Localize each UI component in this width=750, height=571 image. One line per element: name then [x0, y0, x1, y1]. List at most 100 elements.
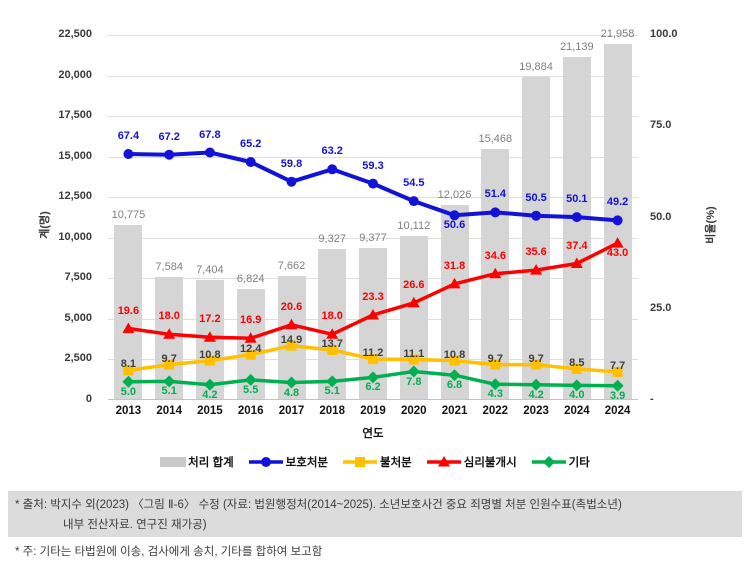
bar-value-label: 7,584 [155, 261, 183, 273]
marker-triangle [203, 331, 216, 342]
point-value-label: 16.9 [239, 314, 262, 327]
marker-triangle [448, 277, 461, 289]
x-axis-tick-label: 2017 [278, 405, 305, 417]
x-axis-tick-label: 2016 [237, 405, 264, 417]
x-axis-tick-label: 2014 [156, 405, 182, 417]
point-value-label: 5.0 [120, 385, 137, 398]
marker-diamond [326, 375, 339, 388]
gridline [108, 237, 638, 239]
marker-triangle [163, 328, 176, 339]
bar-value-label: 9,377 [359, 231, 387, 244]
marker-circle [531, 210, 542, 221]
point-value-label: 7.8 [406, 375, 422, 388]
point-value-label: 20.6 [280, 300, 303, 313]
point-value-label: 67.2 [158, 130, 180, 143]
point-value-label: 4.0 [569, 389, 585, 402]
marker-diamond [285, 376, 298, 389]
point-value-label: 18.0 [158, 310, 180, 323]
bar-value-label: 19,884 [519, 61, 553, 74]
right-axis-tick-label: - [650, 393, 654, 405]
point-value-label: 65.2 [239, 138, 262, 150]
marker-diamond [367, 371, 379, 384]
bar [318, 248, 347, 400]
x-axis-tick-label: 2019 [360, 405, 386, 417]
point-value-label: 10.8 [443, 348, 466, 361]
marker-diamond [448, 369, 461, 382]
point-value-label: 35.6 [525, 246, 547, 259]
point-value-label: 34.6 [484, 249, 506, 262]
marker-circle [490, 207, 501, 218]
point-value-label: 4.2 [528, 388, 544, 401]
point-value-label: 49.2 [606, 196, 629, 209]
marker-triangle [367, 309, 379, 320]
marker-triangle [489, 267, 502, 279]
marker-circle [245, 157, 256, 167]
marker-diamond [542, 456, 555, 468]
bar-value-label: 7,662 [277, 259, 306, 272]
legend-bar-swatch [160, 457, 187, 467]
marker-square [286, 340, 297, 351]
point-value-label: 9.7 [528, 352, 544, 365]
point-value-label: 5.1 [324, 385, 340, 398]
left-axis-tick-label: 22,500 [58, 28, 92, 40]
marker-circle [260, 457, 271, 467]
bar [562, 57, 591, 400]
legend-item: 보호처분 [248, 454, 328, 470]
point-value-label: 4.8 [283, 386, 300, 399]
point-value-label: 50.1 [566, 193, 588, 206]
left-axis-tick-label: 2,500 [64, 352, 92, 365]
point-value-label: 26.6 [403, 278, 425, 291]
marker-square [531, 359, 542, 370]
point-value-label: 31.8 [443, 259, 466, 272]
marker-diamond [122, 375, 135, 388]
legend-label: 불처분 [380, 457, 412, 469]
line-series-layer [122, 147, 624, 392]
point-value-label: 4.3 [487, 388, 503, 401]
gridline [108, 156, 638, 158]
point-value-label: 17.2 [199, 313, 221, 326]
marker-square [327, 345, 338, 355]
gridline [108, 35, 638, 36]
point-value-label: 51.4 [484, 188, 506, 201]
chart-legend: 처리 합계 보호처분 불처분 심리불개시 기타 [0, 454, 750, 470]
legend-item: 심리불개시 [426, 454, 517, 470]
marker-diamond [489, 378, 502, 391]
point-value-label: 18.0 [321, 310, 343, 323]
marker-circle [123, 149, 134, 159]
point-value-label: 14.9 [280, 333, 303, 346]
marker-circle [327, 164, 338, 175]
bar-value-label: 21,958 [600, 27, 635, 40]
bar-value-label: 15,468 [478, 133, 513, 146]
bar-value-label: 9,327 [318, 232, 346, 245]
marker-triangle [122, 322, 135, 333]
point-value-label: 3.9 [609, 389, 626, 402]
legend-label: 처리 합계 [188, 457, 234, 469]
marker-square [123, 365, 134, 376]
point-value-label: 12.4 [239, 342, 262, 355]
marker-square [449, 355, 460, 366]
source-line-2: 내부 전산자료. 연구진 재가공) [63, 519, 207, 531]
gridline [108, 75, 638, 77]
bar [440, 204, 469, 400]
point-value-label: 63.2 [321, 145, 343, 158]
marker-circle [449, 210, 460, 221]
bar-value-label: 10,112 [397, 220, 431, 232]
point-value-label: 67.4 [117, 130, 140, 142]
bar-value-label: 12,026 [437, 188, 472, 201]
marker-triangle [326, 328, 339, 339]
marker-square [612, 366, 623, 377]
point-value-label: 43.0 [606, 247, 629, 260]
legend-label: 기타 [568, 457, 590, 469]
legend-label: 보호처분 [285, 457, 328, 469]
x-axis-title: 연도 [362, 428, 384, 440]
x-axis-tick-label: 2021 [441, 405, 468, 417]
marker-square [355, 457, 365, 467]
source-line-1: * 출처: 박지수 외(2023) 〈그림 Ⅱ-6〉 수정 (자료: 법원행정처… [15, 499, 622, 511]
bar-value-label: 6,824 [236, 273, 265, 286]
point-value-label: 5.1 [161, 385, 177, 398]
marker-triangle [530, 264, 543, 275]
left-axis-tick-label: 17,500 [58, 109, 92, 122]
source-note: * 출처: 박지수 외(2023) 〈그림 Ⅱ-6〉 수정 (자료: 법원행정처… [8, 491, 742, 537]
marker-square [245, 349, 256, 360]
x-axis-tick-label: 2020 [400, 405, 427, 417]
